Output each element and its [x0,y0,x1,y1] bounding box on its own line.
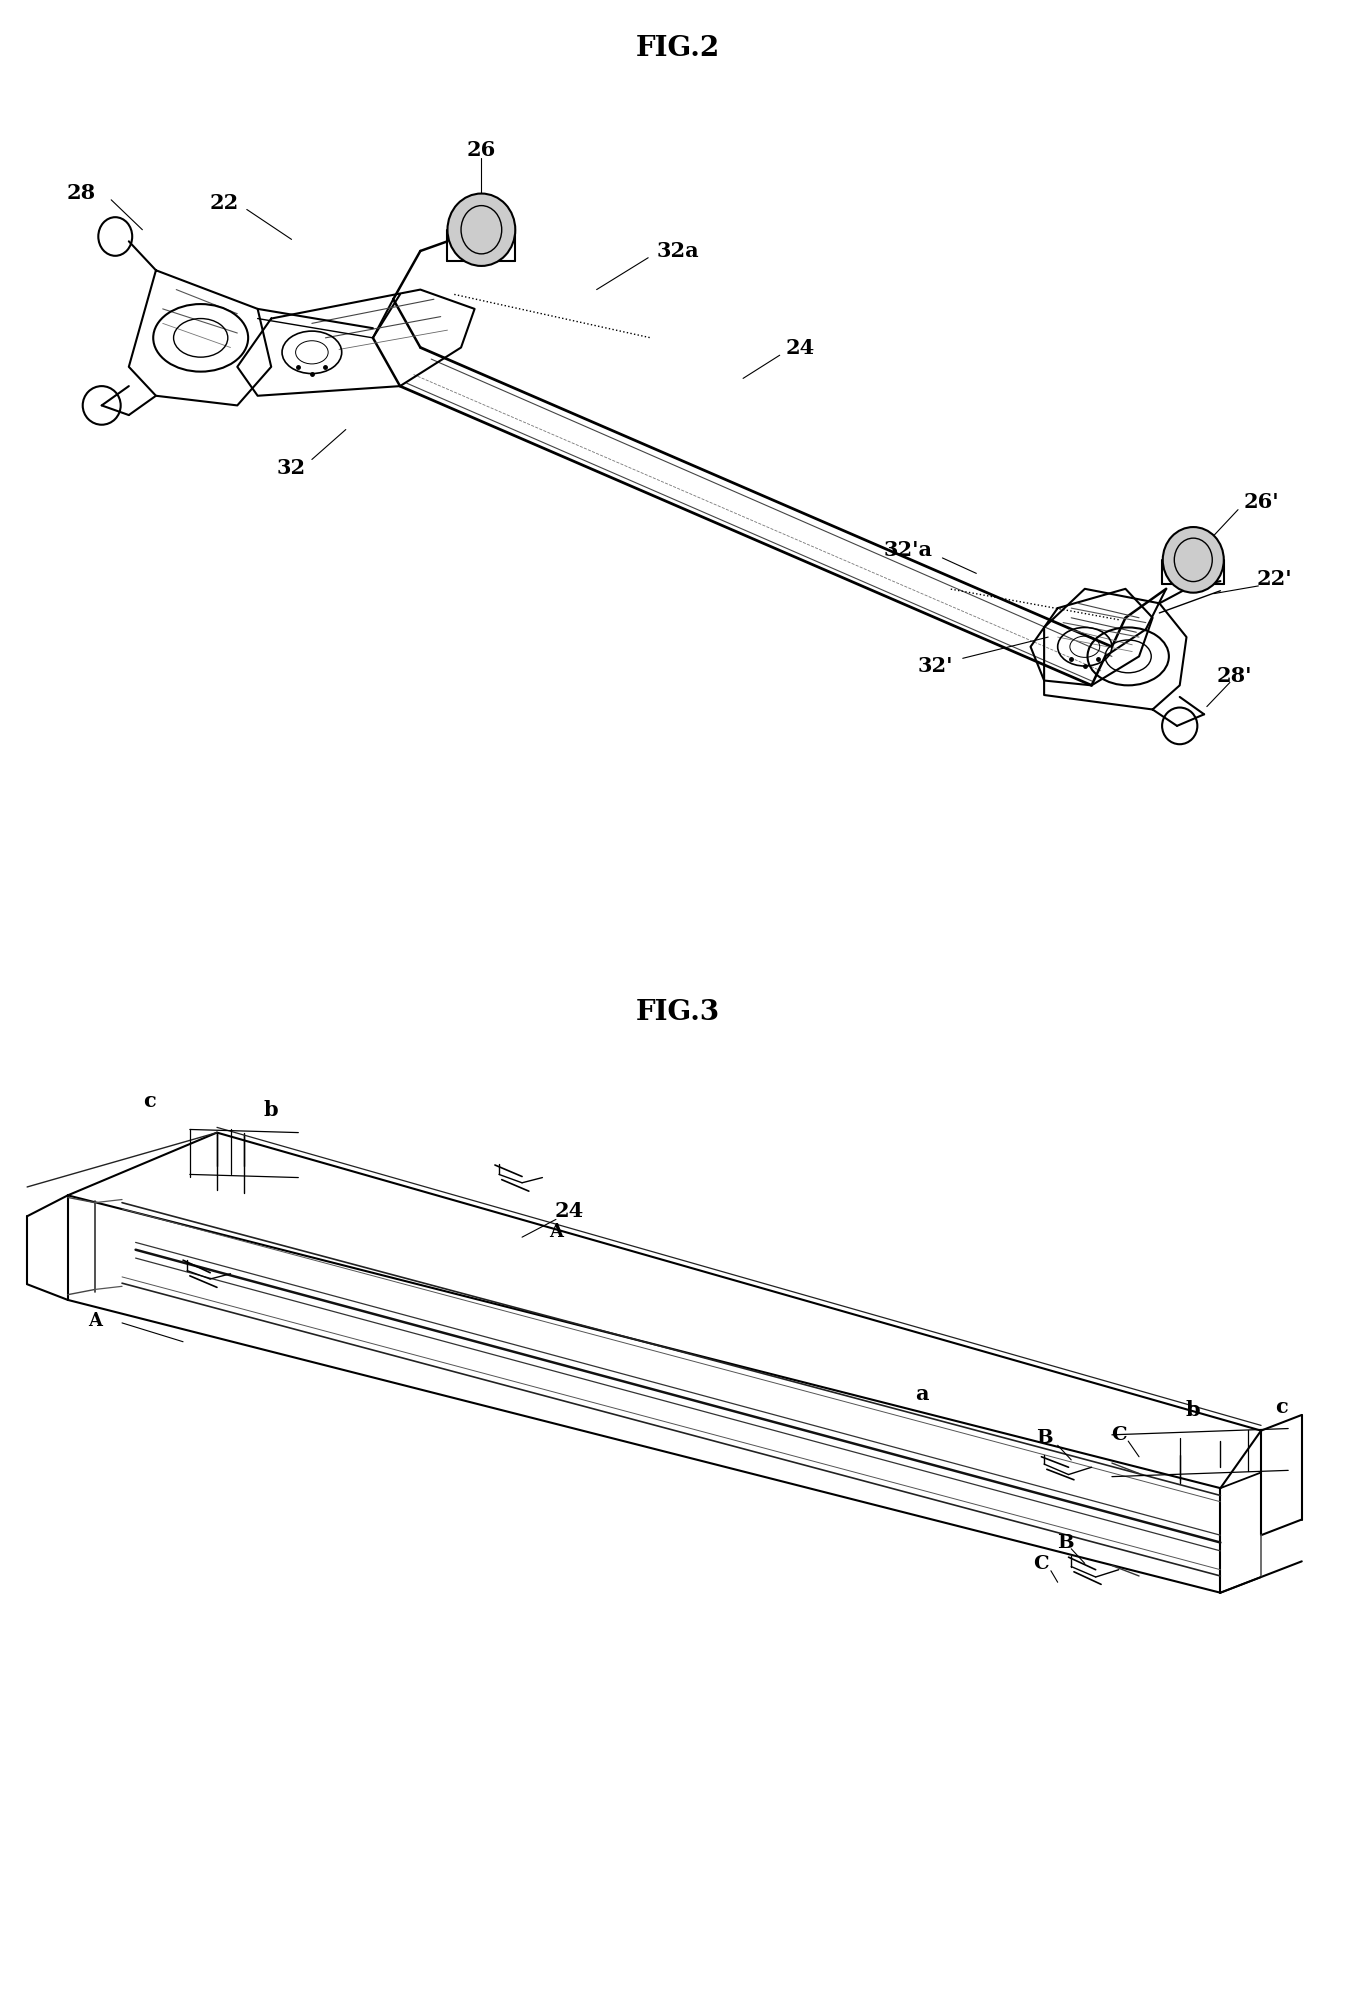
Text: A: A [549,1223,563,1241]
Text: c: c [142,1092,156,1112]
Text: A: A [88,1311,102,1329]
Text: 22: 22 [209,193,239,213]
Text: 24: 24 [785,338,815,358]
Text: 32a: 32a [656,241,700,261]
Text: b: b [1186,1400,1200,1420]
Ellipse shape [447,193,515,265]
Text: 32'a: 32'a [884,541,933,561]
Text: 28': 28' [1216,666,1252,686]
Text: 26: 26 [466,139,496,159]
Text: c: c [1275,1396,1288,1416]
Text: B: B [1036,1430,1052,1448]
Text: 24: 24 [555,1201,584,1221]
Text: b: b [264,1100,278,1120]
Text: a: a [915,1384,929,1404]
Ellipse shape [1162,527,1223,593]
Text: 26': 26' [1243,493,1279,513]
Text: FIG.2: FIG.2 [636,34,720,62]
Text: 22': 22' [1257,569,1292,589]
Text: 28: 28 [66,183,96,203]
Text: 32': 32' [918,656,953,676]
Text: C: C [1033,1555,1050,1573]
Text: FIG.3: FIG.3 [636,999,720,1026]
Text: C: C [1111,1426,1127,1444]
Text: 32: 32 [277,459,306,479]
Text: B: B [1058,1534,1074,1552]
